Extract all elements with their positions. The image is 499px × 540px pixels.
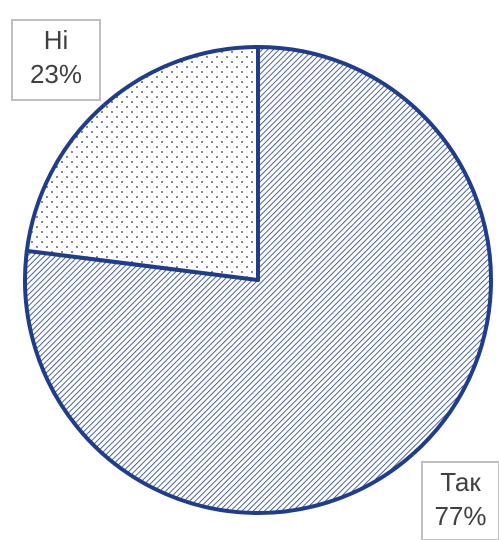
label-box [421,461,499,540]
value-label: 77% [434,501,486,531]
value-label: 23% [30,59,82,89]
pie-slice [24,45,260,282]
category-label: Ні [44,25,69,55]
category-label: Так [440,467,481,497]
label-box [11,19,101,101]
